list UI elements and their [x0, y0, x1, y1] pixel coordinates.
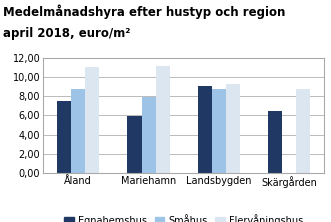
Bar — [296, 89, 310, 173]
Bar — [127, 116, 142, 173]
Legend: Egnahemshus, Småhus, Flervåningshus: Egnahemshus, Småhus, Flervåningshus — [60, 210, 307, 222]
Bar — [57, 101, 71, 173]
Bar — [71, 89, 85, 173]
Bar — [156, 66, 169, 173]
Bar — [226, 84, 240, 173]
Bar — [142, 97, 156, 173]
Text: Medelmånadshyra efter hustyp och region: Medelmånadshyra efter hustyp och region — [3, 4, 286, 19]
Bar — [198, 86, 212, 173]
Bar — [85, 67, 99, 173]
Bar — [268, 111, 282, 173]
Text: april 2018, euro/m²: april 2018, euro/m² — [3, 27, 131, 40]
Bar — [212, 89, 226, 173]
